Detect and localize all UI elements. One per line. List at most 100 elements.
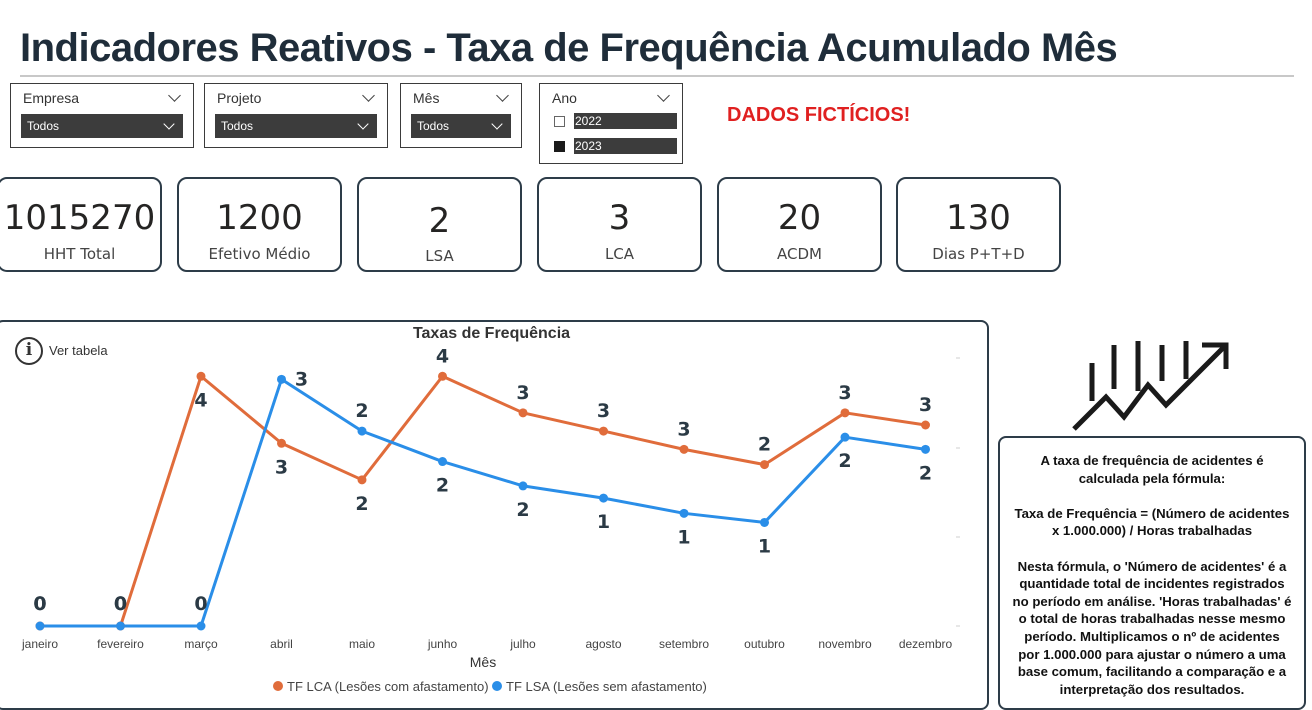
- x-tick-label: maio: [349, 637, 375, 651]
- formula-explanation: A taxa de frequência de acidentes é calc…: [998, 436, 1306, 710]
- x-tick-label: março: [184, 637, 218, 651]
- legend-marker: [492, 681, 502, 691]
- ano-slicer: Ano 2022 2023: [539, 83, 683, 164]
- data-label: 0: [194, 593, 207, 615]
- x-tick-label: janeiro: [21, 637, 58, 651]
- kpi-card-lsa: 2 LSA: [357, 177, 522, 272]
- kpi-value: 1015270: [3, 198, 156, 238]
- x-tick-label: abril: [270, 637, 293, 651]
- data-point: [921, 420, 930, 430]
- x-tick-label: agosto: [585, 637, 621, 651]
- data-point: [760, 517, 769, 527]
- data-label: 4: [436, 345, 449, 367]
- data-label: 3: [597, 400, 610, 422]
- x-tick-label: dezembro: [899, 637, 953, 651]
- data-label: 2: [919, 462, 932, 484]
- data-point: [760, 460, 769, 470]
- data-label: 0: [114, 593, 127, 615]
- legend-label: TF LSA (Lesões sem afastamento): [506, 679, 707, 694]
- page-title: Indicadores Reativos - Taxa de Frequênci…: [20, 26, 1118, 70]
- legend-label: TF LCA (Lesões com afastamento): [287, 679, 489, 694]
- data-point: [277, 438, 286, 448]
- formula-equation: Taxa de Frequência = (Número de acidente…: [1014, 505, 1290, 539]
- data-label: 3: [295, 368, 308, 390]
- mes-slicer-label: Mês: [413, 90, 440, 106]
- kpi-value: 1200: [216, 198, 303, 238]
- kpi-label: ACDM: [777, 245, 822, 263]
- series-line: [40, 377, 926, 628]
- kpi-label: LSA: [425, 247, 454, 265]
- series-line: [40, 374, 926, 628]
- ano-slicer-label: Ano: [552, 90, 577, 106]
- data-label: 3: [919, 394, 932, 416]
- legend-marker: [273, 681, 283, 691]
- kpi-value: 130: [946, 198, 1011, 238]
- empresa-slicer: Empresa Todos: [10, 83, 194, 148]
- data-point: [840, 408, 850, 418]
- ano-option-2023[interactable]: 2023: [554, 138, 677, 154]
- kpi-value: 2: [428, 201, 451, 241]
- kpi-label: HHT Total: [43, 245, 116, 263]
- info-icon[interactable]: i: [15, 337, 43, 365]
- x-tick-label: setembro: [659, 637, 709, 651]
- kpi-card-lca: 3 LCA: [537, 177, 702, 272]
- projeto-slicer: Projeto Todos: [204, 83, 388, 148]
- chart-title: Taxas de Frequência: [412, 325, 571, 342]
- projeto-dropdown[interactable]: Todos: [215, 114, 377, 138]
- kpi-card-hht: 1015270 HHT Total: [0, 177, 162, 272]
- data-label: 2: [355, 400, 368, 422]
- data-label: 3: [838, 382, 851, 404]
- x-tick-label: junho: [427, 637, 458, 651]
- data-point: [357, 426, 367, 436]
- checkbox-2022[interactable]: [554, 115, 565, 127]
- data-label: 2: [758, 434, 771, 456]
- kpi-value: 20: [777, 198, 822, 238]
- fictitious-data-notice: DADOS FICTÍCIOS!: [727, 104, 911, 126]
- kpi-card-dias: 130 Dias P+T+D: [896, 177, 1061, 272]
- kpi-card-efetivo: 1200 Efetivo Médio: [177, 177, 342, 272]
- data-point: [196, 371, 206, 381]
- kpi-label: Efetivo Médio: [208, 245, 311, 263]
- kpi-label: LCA: [604, 245, 635, 263]
- data-point: [599, 493, 608, 503]
- data-label: 1: [677, 526, 690, 548]
- trend-up-icon: [1072, 341, 1229, 431]
- data-label: 2: [516, 499, 529, 521]
- ano-option-label: 2023: [574, 138, 677, 154]
- data-label: 1: [758, 535, 771, 557]
- empresa-slicer-label: Empresa: [23, 90, 80, 106]
- data-point: [840, 432, 850, 442]
- chart-container: [0, 320, 989, 710]
- empresa-dropdown[interactable]: Todos: [21, 114, 183, 138]
- kpi-card-acdm: 20 ACDM: [717, 177, 882, 272]
- data-point: [196, 621, 206, 631]
- kpi-label: Dias P+T+D: [932, 245, 1025, 263]
- x-tick-label: julho: [509, 637, 536, 651]
- mes-dropdown-value: Todos: [417, 119, 450, 133]
- x-tick-label: fevereiro: [97, 637, 144, 651]
- mes-slicer: Mês Todos: [400, 83, 522, 148]
- kpi-value: 3: [608, 198, 631, 238]
- data-label: 1: [597, 511, 610, 533]
- checkbox-2023[interactable]: [554, 140, 565, 152]
- data-point: [277, 374, 286, 384]
- title-divider: [20, 75, 1294, 77]
- formula-intro: A taxa de frequência de acidentes é calc…: [1040, 453, 1264, 486]
- projeto-slicer-label: Projeto: [217, 90, 262, 106]
- data-point: [438, 371, 447, 381]
- empresa-dropdown-value: Todos: [27, 119, 60, 133]
- mes-dropdown[interactable]: Todos: [411, 114, 511, 138]
- data-point: [35, 621, 45, 631]
- data-label: 0: [33, 593, 46, 615]
- ano-option-2022[interactable]: 2022: [554, 113, 677, 129]
- data-label: 0: [114, 593, 127, 615]
- projeto-dropdown-value: Todos: [221, 119, 254, 133]
- data-label: 3: [275, 456, 288, 478]
- data-point: [518, 408, 528, 418]
- data-point: [679, 508, 689, 518]
- data-point: [679, 444, 689, 454]
- data-point: [116, 621, 125, 631]
- x-tick-label: outubro: [744, 637, 785, 651]
- ver-tabela-link[interactable]: Ver tabela: [49, 343, 108, 358]
